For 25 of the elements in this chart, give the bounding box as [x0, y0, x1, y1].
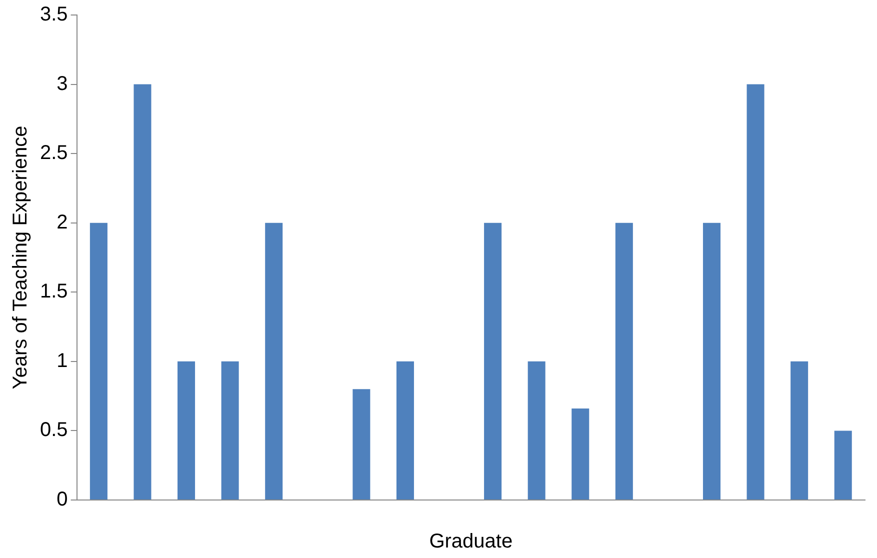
bar [352, 389, 370, 500]
bar [572, 408, 590, 500]
bar [134, 84, 152, 500]
y-tick-label: 0.5 [40, 419, 68, 442]
y-tick-label: 1 [56, 350, 68, 372]
bar [265, 222, 283, 500]
bar [90, 222, 108, 500]
x-axis-title: Graduate [429, 530, 513, 553]
y-tick-label: 1.5 [40, 280, 68, 303]
y-tick-label: 0 [56, 488, 68, 511]
y-tick-label: 2 [56, 211, 68, 234]
bar [484, 222, 502, 500]
y-tick-label: 3.5 [40, 4, 68, 26]
bar [396, 361, 414, 500]
bar [834, 430, 852, 500]
bar [615, 222, 633, 500]
bar [702, 222, 720, 500]
bar [528, 361, 546, 500]
y-axis-title: Years of Teaching Experience [10, 126, 32, 390]
bar [746, 84, 764, 500]
bar [221, 361, 239, 500]
y-tick-label: 2.5 [40, 142, 68, 164]
bar [790, 361, 808, 500]
bar [178, 361, 196, 500]
y-tick-label: 3 [56, 72, 68, 95]
